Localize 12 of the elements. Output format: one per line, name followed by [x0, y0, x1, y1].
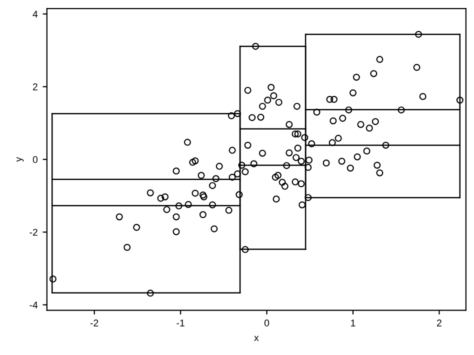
y-tick-label: -2: [30, 228, 38, 236]
y-axis-title: y: [16, 156, 24, 162]
y-tick-label: 0: [32, 156, 38, 164]
x-tick-label: 2: [437, 320, 442, 326]
y-tick-label: 4: [32, 10, 38, 18]
x-tick-label: -1: [176, 320, 184, 326]
x-axis-title: x: [254, 336, 259, 341]
y-tick-label: 2: [32, 83, 38, 90]
x-tick-label: -2: [90, 320, 98, 326]
y-tick-label: -4: [30, 302, 38, 308]
x-tick-label: 0: [264, 320, 270, 326]
x-tick-label: 1: [351, 320, 356, 326]
